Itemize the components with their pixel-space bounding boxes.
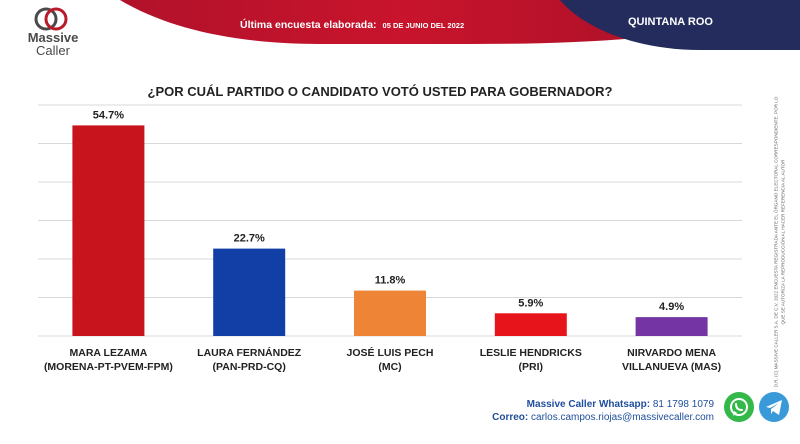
telegram-icon[interactable] [759,392,789,422]
legal-disclaimer: D.R. (C) MASSIVE CALLER S.A. DE C.V. 202… [760,92,800,392]
chart-bar [72,125,145,336]
brand-name-sub: Caller [36,43,70,58]
email-line: Correo: carlos.campos.riojas@massivecall… [492,411,714,424]
header-navy-band [560,0,800,50]
header-banner [0,0,800,50]
chart-category-label: LAURA FERNÁNDEZ [197,346,302,359]
chart-bar [635,317,708,336]
chart-category-label: (MORENA-PT-PVEM-FPM) [44,361,173,373]
survey-date: 05 DE JUNIO DEL 2022 [382,21,465,30]
chart-category-label: JOSÉ LUIS PECH [347,346,434,359]
chart-category-label: (MC) [378,361,401,373]
survey-info: Última encuesta elaborada: 05 DE JUNIO DE… [240,15,464,33]
chart-title: ¿POR CUÁL PARTIDO O CANDIDATO VOTÓ USTED… [147,84,613,99]
email-label: Correo: [492,412,529,423]
chart-category-label: VILLANUEVA (MAS) [622,361,721,373]
chart-value-label: 11.8% [375,275,406,287]
chart-value-label: 54.7% [93,109,124,121]
chart-bar [494,313,567,336]
chart-value-label: 4.9% [659,301,684,313]
chart-value-label: 5.9% [518,297,543,309]
chart-bar [354,290,426,336]
brand-name: Massive [27,30,79,45]
email-address[interactable]: carlos.campos.riojas@massivecaller.com [531,412,714,423]
chart-bar [213,248,286,336]
chart-category-label: NIRVARDO MENA [627,347,716,359]
contact-footer: Massive Caller Whatsapp: 81 1798 1079 Co… [492,398,714,424]
chart-category-label: (PRI) [519,361,544,373]
bar-chart: 54.7% MARA LEZAMA (MORENA-PT-PVEM-FPM) 22.7… [38,104,742,373]
whatsapp-icon[interactable] [724,392,754,422]
survey-label: Última encuesta elaborada: [240,19,377,31]
chart-category-label: MARA LEZAMA [70,347,148,359]
whatsapp-label: Massive Caller Whatsapp: [526,399,651,410]
chart-value-label: 22.7% [234,233,265,245]
whatsapp-line: Massive Caller Whatsapp: 81 1798 1079 [492,398,714,411]
disclaimer-text: D.R. (C) MASSIVE CALLER S.A. DE C.V. 202… [773,96,786,388]
logo-mark-icon [34,7,68,31]
whatsapp-number: 81 1798 1079 [652,399,714,410]
chart-category-label: LESLIE HENDRICKS [480,347,582,359]
region-label: QUINTANA ROO [628,16,713,28]
brand-logo: Massive Caller [18,6,88,58]
chart-category-label: (PAN-PRD-CQ) [213,361,286,373]
